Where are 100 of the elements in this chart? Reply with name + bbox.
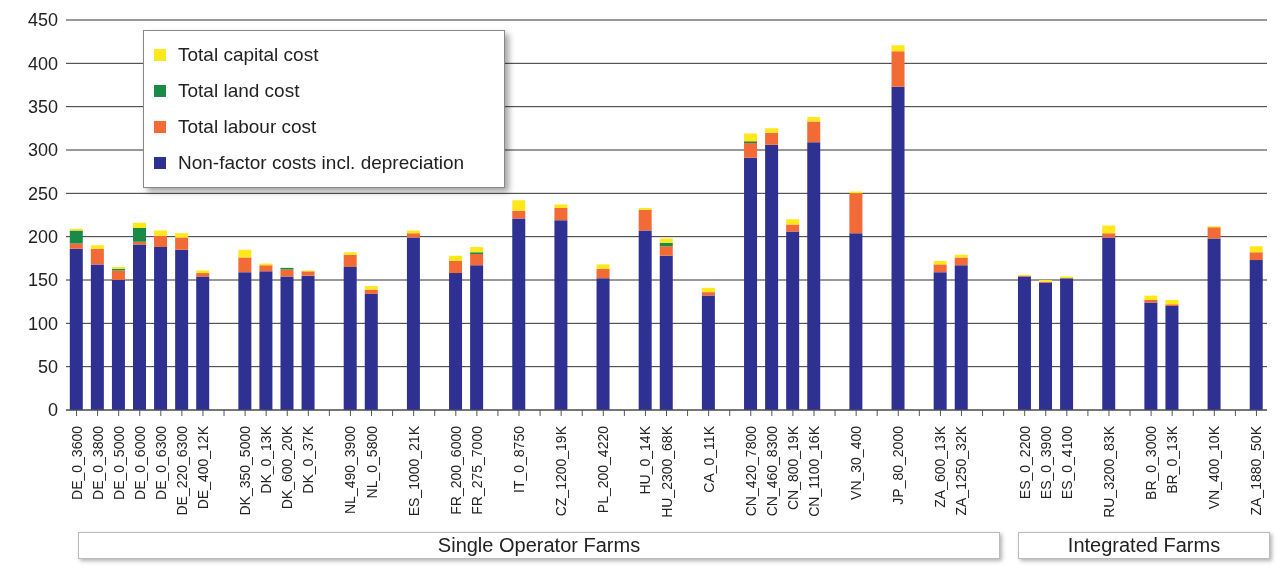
x-tick-label: BR_0_3000 bbox=[1143, 425, 1160, 500]
x-tick-label: ES_0_4100 bbox=[1058, 425, 1075, 500]
x-tick-label: ZA_1880_50K bbox=[1248, 425, 1265, 516]
bar bbox=[1144, 302, 1158, 410]
bar bbox=[175, 237, 189, 250]
bar bbox=[175, 249, 189, 410]
x-tick-label: DE_0_6000 bbox=[131, 425, 148, 500]
x-tick-label: JP_80_2000 bbox=[890, 425, 907, 505]
x-tick-label: ES_0_3900 bbox=[1037, 425, 1054, 500]
x-tick-label: VN_400_10K bbox=[1206, 425, 1223, 510]
bar bbox=[786, 231, 800, 410]
x-tick-label: RU_3200_83K bbox=[1100, 425, 1117, 518]
bar bbox=[807, 142, 821, 410]
y-tick-label: 50 bbox=[37, 357, 58, 378]
bar bbox=[406, 237, 420, 410]
bar bbox=[701, 295, 715, 410]
x-tick-label: DE_0_6300 bbox=[152, 425, 169, 500]
bar bbox=[1207, 227, 1221, 239]
x-tick-label: DK_600_20K bbox=[279, 425, 296, 510]
bar bbox=[744, 133, 758, 142]
x-tick-label: CA_0_11K bbox=[700, 425, 717, 493]
bar bbox=[111, 280, 125, 410]
x-tick-label: NL_0_5800 bbox=[363, 425, 380, 499]
bar bbox=[1039, 282, 1053, 410]
bar bbox=[659, 238, 673, 243]
bar bbox=[1017, 276, 1031, 410]
x-tick-label: ES_0_2200 bbox=[1016, 425, 1033, 500]
bar bbox=[554, 208, 568, 221]
bar bbox=[406, 233, 420, 238]
x-tick-label: DE_220_6300 bbox=[173, 425, 190, 516]
bar bbox=[891, 86, 905, 410]
bar bbox=[154, 235, 168, 248]
bar bbox=[154, 230, 168, 236]
bar bbox=[765, 144, 779, 410]
x-tick-label: IT_0_8750 bbox=[511, 425, 528, 493]
y-tick-label: 300 bbox=[27, 140, 58, 161]
bar bbox=[554, 220, 568, 410]
bar bbox=[786, 219, 800, 225]
bar bbox=[470, 265, 484, 410]
bar bbox=[238, 249, 252, 258]
bar bbox=[1144, 295, 1158, 300]
bar bbox=[364, 286, 378, 290]
bar bbox=[449, 260, 463, 274]
bar bbox=[1102, 237, 1116, 410]
bar bbox=[343, 254, 357, 267]
bar bbox=[343, 252, 357, 255]
bar bbox=[90, 264, 104, 410]
bar bbox=[1249, 246, 1263, 253]
bar bbox=[596, 268, 610, 279]
bar bbox=[638, 209, 652, 231]
bar bbox=[1060, 278, 1074, 410]
bar bbox=[238, 272, 252, 410]
y-tick-label: 350 bbox=[27, 97, 58, 118]
x-tick-label: DE_0_3600 bbox=[68, 425, 85, 500]
x-tick-label: HU_2300_68K bbox=[658, 425, 675, 518]
bar bbox=[765, 128, 779, 133]
x-tick-label: PL_200_4220 bbox=[595, 425, 612, 514]
bar bbox=[512, 200, 526, 211]
legend-label: Non-factor costs incl. depreciation bbox=[178, 151, 465, 175]
x-tick-label: BR_0_13K bbox=[1164, 425, 1181, 494]
bar bbox=[1102, 225, 1116, 234]
bar bbox=[449, 273, 463, 410]
bar bbox=[133, 244, 146, 410]
bar bbox=[470, 247, 484, 253]
x-tick-label: FR_200_6000 bbox=[447, 425, 464, 515]
bar bbox=[69, 248, 83, 410]
bar bbox=[238, 257, 252, 273]
bar bbox=[849, 233, 863, 410]
bar bbox=[744, 157, 758, 410]
y-tick-label: 200 bbox=[27, 227, 58, 248]
bar bbox=[259, 265, 273, 272]
y-tick-label: 150 bbox=[27, 270, 58, 291]
bar bbox=[301, 271, 315, 276]
x-tick-label: NL_490_3900 bbox=[342, 425, 359, 514]
x-tick-label: FR_275_7000 bbox=[468, 425, 485, 515]
bar bbox=[1249, 252, 1263, 261]
bar bbox=[891, 45, 905, 52]
bar bbox=[638, 230, 652, 410]
y-tick-label: 400 bbox=[27, 53, 58, 74]
x-tick-label: HU_0_14K bbox=[637, 425, 654, 495]
bar bbox=[259, 271, 273, 410]
legend-label: Total land cost bbox=[178, 79, 300, 103]
bar bbox=[364, 289, 378, 294]
bar bbox=[69, 230, 83, 244]
bar bbox=[659, 246, 673, 256]
bar bbox=[196, 276, 210, 410]
x-tick-label: ES_1000_21K bbox=[405, 425, 422, 517]
bar bbox=[90, 245, 104, 249]
bar bbox=[280, 276, 294, 410]
bar bbox=[1102, 233, 1116, 238]
text: Integrated Farms bbox=[1018, 532, 1270, 559]
bar bbox=[765, 132, 779, 145]
bar bbox=[849, 193, 863, 234]
x-tick-label: CN_800_19K bbox=[784, 425, 801, 511]
bar bbox=[364, 293, 378, 410]
x-tick-label: DE_0_5000 bbox=[110, 425, 127, 500]
bar bbox=[954, 257, 968, 266]
x-tick-label: CN_460_8300 bbox=[763, 425, 780, 517]
bar bbox=[154, 247, 168, 410]
bar bbox=[449, 255, 463, 261]
